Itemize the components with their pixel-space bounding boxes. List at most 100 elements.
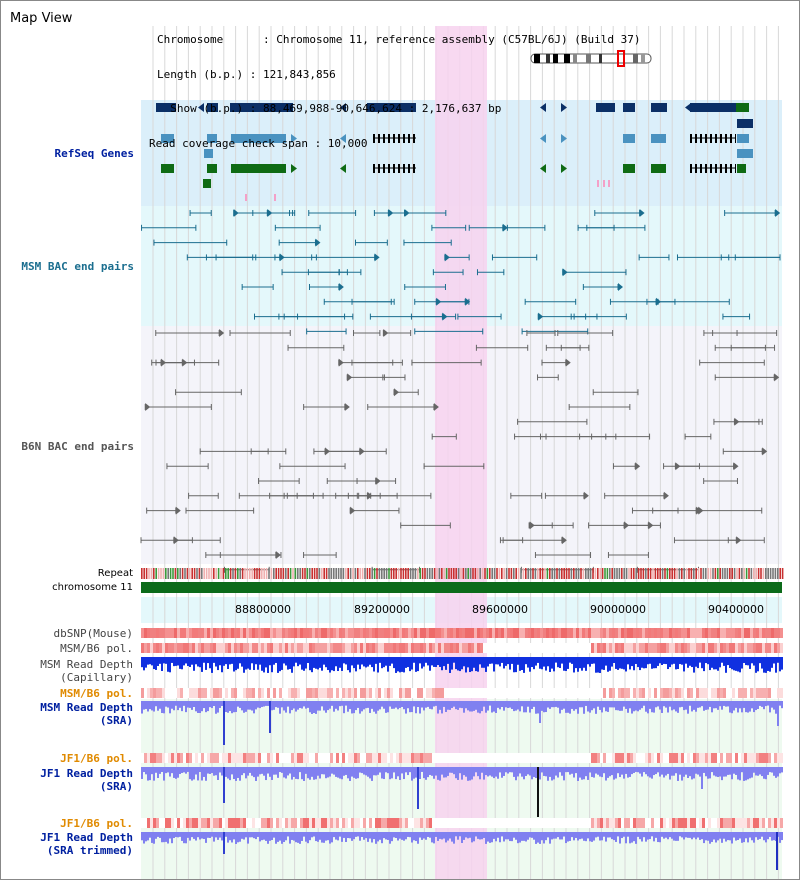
bac-end-arrow bbox=[502, 223, 508, 232]
depth-bar bbox=[715, 832, 717, 843]
bac-end-arrow bbox=[635, 462, 641, 471]
track-label-refseq[interactable]: RefSeq Genes bbox=[54, 147, 134, 160]
depth-bar bbox=[605, 832, 607, 842]
heat-cell bbox=[180, 628, 183, 638]
heat-cell bbox=[426, 643, 429, 653]
heat-cell bbox=[528, 818, 531, 828]
gene-exon bbox=[378, 164, 380, 173]
heat-cell bbox=[450, 628, 453, 638]
depth-bar bbox=[755, 657, 757, 673]
heat-cell bbox=[318, 643, 321, 653]
depth-bar bbox=[655, 832, 657, 838]
heat-cell bbox=[504, 628, 507, 638]
bac-end-arrow bbox=[233, 209, 239, 217]
ideogram-band bbox=[553, 54, 558, 63]
heat-cell bbox=[342, 688, 345, 698]
depth-bar bbox=[269, 832, 271, 841]
heat-cell bbox=[288, 688, 291, 698]
depth-bar bbox=[229, 657, 231, 665]
depth-bar bbox=[561, 657, 563, 664]
heat-cell bbox=[420, 628, 423, 638]
depth-bar bbox=[237, 657, 239, 669]
depth-bar bbox=[181, 657, 183, 670]
bac-end-arrow bbox=[618, 283, 624, 291]
depth-bar bbox=[569, 657, 571, 663]
repeat-mark bbox=[222, 568, 225, 579]
heat-cell bbox=[582, 628, 585, 638]
heat-cell bbox=[381, 628, 384, 638]
heat-cell bbox=[147, 628, 150, 638]
gene-exon bbox=[413, 164, 415, 173]
heat-cell bbox=[390, 688, 393, 698]
depth-bar bbox=[697, 832, 699, 838]
heat-cell bbox=[303, 643, 306, 653]
gene-exon bbox=[231, 134, 241, 143]
track-label-jf1-b6-pol-1[interactable]: JF1/B6 pol. bbox=[60, 752, 133, 765]
heat-cell bbox=[363, 818, 366, 828]
track-label-jf1-b6-pol-2[interactable]: JF1/B6 pol. bbox=[60, 817, 133, 830]
depth-bar bbox=[709, 832, 711, 844]
track-label-jf1-depth-trim[interactable]: JF1 Read Depth (SRA trimmed) bbox=[40, 831, 133, 857]
heat-cell bbox=[399, 688, 402, 698]
heat-cell bbox=[183, 688, 186, 698]
heat-cell bbox=[765, 643, 768, 653]
gene-exon bbox=[207, 164, 217, 173]
depth-bar bbox=[713, 832, 715, 840]
heat-cell bbox=[369, 643, 372, 653]
heat-cell bbox=[468, 818, 471, 828]
heat-cell bbox=[738, 628, 741, 638]
depth-bar bbox=[683, 701, 685, 711]
depth-bar bbox=[411, 657, 413, 670]
repeat-mark bbox=[472, 568, 474, 579]
heat-cell bbox=[198, 818, 201, 828]
depth-bar bbox=[691, 767, 693, 780]
track-label-msm-b6-pol-2[interactable]: MSM/B6 pol. bbox=[60, 687, 133, 700]
repeat-mark bbox=[659, 568, 661, 579]
track-label-msm-depth-sra[interactable]: MSM Read Depth (SRA) bbox=[40, 701, 133, 727]
depth-bar bbox=[535, 832, 537, 844]
track-label-msm-depth-cap[interactable]: MSM Read Depth (Capillary) bbox=[40, 658, 133, 684]
heat-cell bbox=[777, 628, 780, 638]
repeat-mark bbox=[772, 568, 774, 579]
track-label-msm-bac[interactable]: MSM BAC end pairs bbox=[21, 260, 134, 273]
depth-bar bbox=[419, 832, 421, 838]
repeat-mark bbox=[361, 568, 364, 579]
depth-bar bbox=[151, 701, 153, 711]
depth-bar bbox=[627, 832, 629, 837]
heat-cell bbox=[312, 688, 315, 698]
heat-cell bbox=[414, 818, 417, 828]
heat-cell bbox=[417, 753, 420, 763]
gene-exon bbox=[710, 164, 712, 173]
heat-cell bbox=[393, 643, 396, 653]
heat-cell bbox=[267, 753, 270, 763]
heat-cell bbox=[528, 628, 531, 638]
heat-cell bbox=[579, 753, 582, 763]
depth-bar bbox=[343, 832, 345, 838]
depth-bar bbox=[557, 832, 559, 838]
depth-bar bbox=[309, 832, 311, 841]
depth-bar bbox=[775, 701, 777, 714]
repeat-mark bbox=[174, 568, 177, 579]
track-label-dbsnp[interactable]: dbSNP(Mouse) bbox=[53, 627, 133, 640]
depth-bar bbox=[279, 657, 281, 672]
depth-bar bbox=[481, 767, 483, 773]
depth-bar bbox=[167, 657, 169, 672]
track-label-b6n-bac[interactable]: B6N BAC end pairs bbox=[21, 440, 134, 453]
depth-bar bbox=[219, 657, 221, 666]
depth-bar bbox=[501, 832, 503, 837]
heat-cell bbox=[453, 688, 456, 698]
repeat-mark bbox=[654, 568, 657, 579]
heat-cell bbox=[471, 818, 474, 828]
repeat-mark bbox=[613, 568, 616, 579]
depth-bar bbox=[485, 657, 487, 672]
repeat-mark bbox=[311, 568, 313, 579]
depth-bar bbox=[457, 701, 459, 710]
track-label-jf1-depth-sra[interactable]: JF1 Read Depth (SRA) bbox=[40, 767, 133, 793]
heat-cell bbox=[198, 628, 201, 638]
depth-bar bbox=[619, 701, 621, 711]
track-label-msm-b6-pol-1[interactable]: MSM/B6 pol. bbox=[60, 642, 133, 655]
heat-cell bbox=[192, 628, 195, 638]
repeat-mark bbox=[515, 568, 517, 579]
depth-bar bbox=[731, 832, 733, 844]
